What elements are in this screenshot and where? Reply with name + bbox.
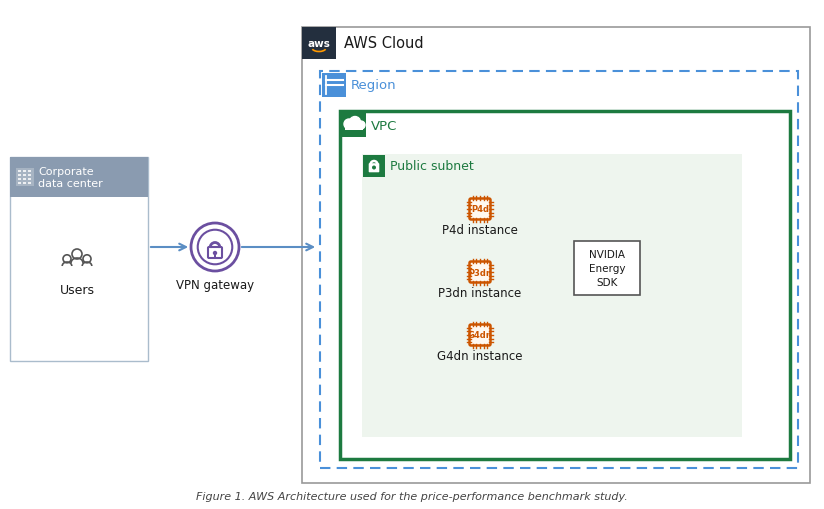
Circle shape (357, 122, 365, 130)
Bar (18, 170, 21, 173)
Circle shape (191, 223, 239, 271)
Text: P4d: P4d (471, 205, 489, 214)
Circle shape (372, 166, 376, 170)
Text: Region: Region (351, 79, 396, 92)
Text: VPN gateway: VPN gateway (176, 278, 254, 292)
Bar (363, 156, 385, 178)
Text: P3dn instance: P3dn instance (438, 287, 522, 299)
Bar (16, 168, 34, 187)
Bar (10, 158, 148, 197)
Text: G4dn: G4dn (468, 331, 493, 340)
FancyBboxPatch shape (368, 164, 379, 173)
Bar (28, 170, 31, 173)
Text: NVIDIA
Energy
SDK: NVIDIA Energy SDK (589, 249, 625, 288)
FancyBboxPatch shape (208, 247, 222, 259)
Circle shape (349, 117, 360, 128)
Bar (18, 178, 21, 181)
Text: aws: aws (307, 39, 330, 49)
Bar (302, 28, 810, 483)
Circle shape (72, 249, 82, 260)
FancyBboxPatch shape (470, 199, 490, 220)
Text: VPC: VPC (371, 119, 397, 132)
Circle shape (63, 256, 71, 263)
Bar (302, 28, 336, 60)
Circle shape (198, 230, 232, 265)
Bar (340, 112, 790, 459)
Bar (23, 170, 26, 173)
Circle shape (344, 120, 354, 130)
Bar (18, 174, 21, 177)
Text: Corporate
data center: Corporate data center (38, 166, 103, 189)
Circle shape (83, 256, 91, 263)
Bar (574, 242, 640, 295)
Bar (345, 126, 363, 131)
Bar (23, 182, 26, 185)
Bar (18, 182, 21, 185)
Bar (214, 254, 216, 257)
Text: G4dn instance: G4dn instance (438, 349, 522, 362)
Bar (322, 74, 346, 98)
Bar (320, 72, 798, 468)
Bar (23, 174, 26, 177)
Bar (28, 182, 31, 185)
Text: Public subnet: Public subnet (390, 160, 474, 173)
Text: Figure 1. AWS Architecture used for the price-performance benchmark study.: Figure 1. AWS Architecture used for the … (196, 491, 628, 501)
Bar (342, 114, 366, 138)
FancyBboxPatch shape (470, 262, 490, 283)
Text: P3dn: P3dn (468, 268, 492, 277)
Text: Users: Users (59, 284, 95, 296)
Bar (23, 178, 26, 181)
Bar (362, 155, 742, 437)
Text: P4d instance: P4d instance (442, 223, 518, 237)
Bar (28, 178, 31, 181)
Bar (28, 174, 31, 177)
Circle shape (213, 251, 218, 256)
Text: AWS Cloud: AWS Cloud (344, 37, 424, 51)
Bar (10, 158, 148, 361)
FancyBboxPatch shape (470, 325, 490, 346)
